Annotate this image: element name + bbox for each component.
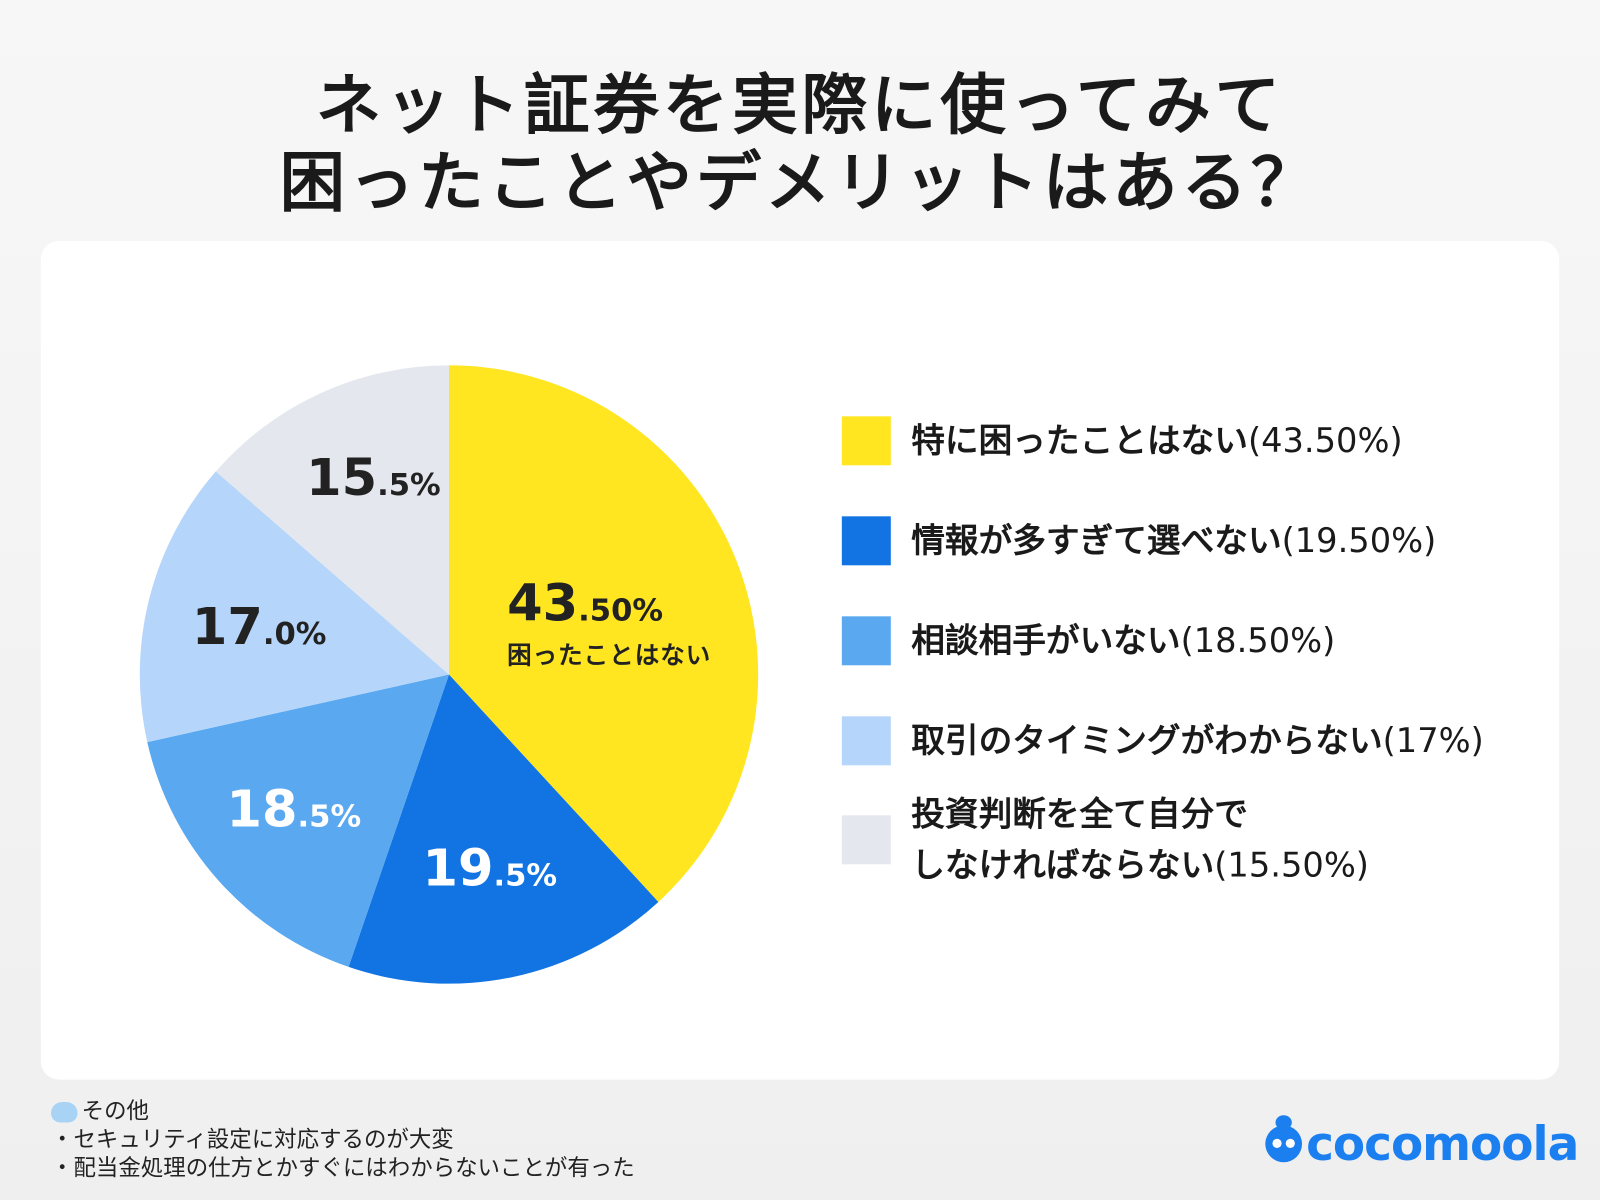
slice-label-3: 17.0%: [191, 596, 327, 657]
slice-label-0: 43.50% 困ったことはない: [507, 573, 712, 670]
legend-swatch: [841, 815, 891, 865]
legend-item-4: 投資判断を全て自分で しなければならない(15.50%): [841, 789, 1369, 891]
legend-item-1: 情報が多すぎて選べない(19.50%): [841, 515, 1436, 566]
slice-label-2: 18.5%: [226, 779, 362, 839]
legend-item-2: 相談相手がいない(18.50%): [841, 615, 1335, 666]
legend-swatch: [841, 616, 891, 666]
slice-label-1: 19.5%: [422, 838, 558, 898]
bird-icon: [1265, 1115, 1303, 1163]
pie-slice-3: [139, 471, 449, 743]
legend-item-0: 特に困ったことはない(43.50%): [841, 415, 1403, 466]
note-item: ・セキュリティ設定に対応するのが大変: [51, 1127, 454, 1154]
pie-slice-0: [448, 365, 759, 902]
note-item: ・配当金処理の仕方とかすぐにはわからないことが有った: [51, 1156, 635, 1182]
note-heading: その他: [81, 1098, 149, 1125]
cloud-icon: [51, 1102, 78, 1123]
title-line-2: 困ったことやデメリットはある？: [279, 145, 1321, 222]
legend-swatch: [841, 716, 891, 766]
legend-swatch: [841, 516, 891, 566]
cocomoola-logo: cocomoola: [1265, 1115, 1579, 1171]
legend-swatch: [841, 416, 891, 466]
pie-slice-1: [348, 674, 659, 984]
pie-slice-4: [215, 365, 449, 675]
legend-item-3: 取引のタイミングがわからない(17%): [841, 715, 1484, 766]
title-line-1: ネット証券を実際に使ってみて: [315, 68, 1285, 144]
other-notes: その他 ・セキュリティ設定に対応するのが大変 ・配当金処理の仕方とかすぐにはわか…: [51, 1098, 635, 1184]
slice-label-4: 15.5%: [306, 447, 441, 508]
pie-slice-2: [147, 674, 449, 967]
